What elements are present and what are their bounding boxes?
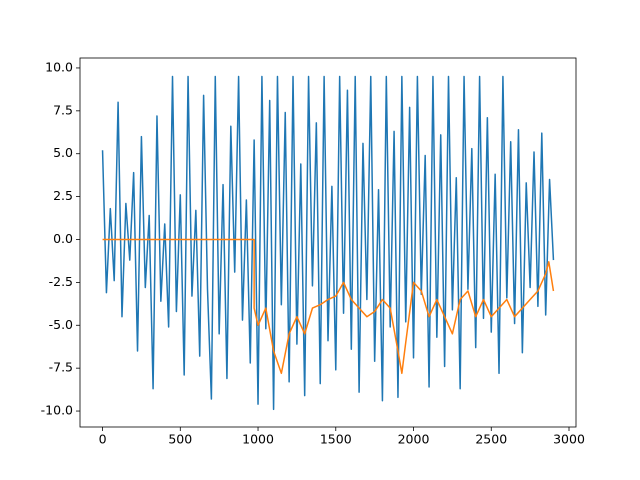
x-tick-label: 1500 [320, 432, 352, 447]
y-tick-label: -5.0 [49, 317, 73, 332]
x-tick-label: 1000 [242, 432, 274, 447]
y-tick-label: 2.5 [53, 188, 73, 203]
y-tick-label: -7.5 [49, 360, 73, 375]
plot-frame [79, 57, 577, 428]
y-tick-label: 0.0 [53, 231, 73, 246]
x-tick-label: 2500 [475, 432, 507, 447]
y-tick-label: 10.0 [45, 59, 73, 74]
x-tick-label: 2000 [398, 432, 430, 447]
x-tick-label: 0 [99, 432, 107, 447]
y-tick-label: 5.0 [53, 145, 73, 160]
data-line [101, 75, 555, 411]
x-tick-label: 3000 [553, 432, 585, 447]
y-tick-label: -10.0 [41, 403, 73, 418]
y-tick-label: 7.5 [53, 102, 73, 117]
x-tick-label: 500 [168, 432, 192, 447]
data-line [102, 238, 555, 375]
y-tick-label: -2.5 [49, 274, 73, 289]
